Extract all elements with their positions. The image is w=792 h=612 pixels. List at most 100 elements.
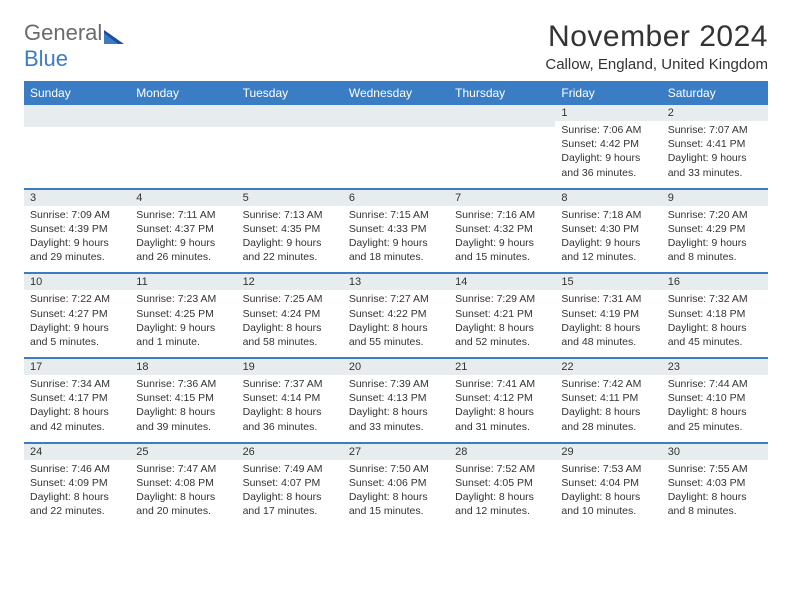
day-number: 6: [349, 192, 443, 204]
day-detail: Sunset: 4:06 PM: [349, 476, 443, 490]
day-detail: Sunset: 4:42 PM: [561, 137, 655, 151]
day-detail: Sunrise: 7:50 AM: [349, 462, 443, 476]
day-detail: Sunset: 4:07 PM: [243, 476, 337, 490]
day-num-band: 12: [237, 274, 343, 290]
day-detail: Sunset: 4:18 PM: [668, 307, 762, 321]
day-detail: and 42 minutes.: [30, 420, 124, 434]
day-num-band: 8: [555, 190, 661, 206]
day-num-band: 7: [449, 190, 555, 206]
day-cell: 8Sunrise: 7:18 AMSunset: 4:30 PMDaylight…: [555, 190, 661, 273]
day-detail: Sunset: 4:03 PM: [668, 476, 762, 490]
day-detail: and 31 minutes.: [455, 420, 549, 434]
day-cell: 26Sunrise: 7:49 AMSunset: 4:07 PMDayligh…: [237, 444, 343, 527]
day-detail: Daylight: 9 hours: [30, 321, 124, 335]
week-row: 3Sunrise: 7:09 AMSunset: 4:39 PMDaylight…: [24, 190, 768, 275]
day-detail: Sunset: 4:35 PM: [243, 222, 337, 236]
day-detail: Daylight: 9 hours: [561, 151, 655, 165]
day-number: 20: [349, 361, 443, 373]
day-number: 24: [30, 446, 124, 458]
day-cell: 27 Sunrise: 7:50 AMSunset: 4:06 PMDayligh…: [343, 444, 449, 527]
day-detail: and 17 minutes.: [243, 504, 337, 518]
day-detail: Sunset: 4:22 PM: [349, 307, 443, 321]
day-detail: Daylight: 8 hours: [243, 321, 337, 335]
day-detail: Sunrise: 7:52 AM: [455, 462, 549, 476]
day-num-band: 9: [662, 190, 768, 206]
day-detail: and 45 minutes.: [668, 335, 762, 349]
day-number: 2: [668, 107, 762, 119]
day-detail: Daylight: 8 hours: [349, 321, 443, 335]
day-detail: Daylight: 8 hours: [349, 405, 443, 419]
day-num-band: 2: [662, 105, 768, 121]
day-number: 13: [349, 276, 443, 288]
day-num-band: 15: [555, 274, 661, 290]
day-detail: Sunset: 4:17 PM: [30, 391, 124, 405]
day-detail: and 39 minutes.: [136, 420, 230, 434]
day-detail: Daylight: 8 hours: [561, 321, 655, 335]
day-num-band: 29: [555, 444, 661, 460]
day-cell: 11Sunrise: 7:23 AMSunset: 4:25 PMDayligh…: [130, 274, 236, 357]
day-cell: 5Sunrise: 7:13 AMSunset: 4:35 PMDaylight…: [237, 190, 343, 273]
day-cell: 9Sunrise: 7:20 AMSunset: 4:29 PMDaylight…: [662, 190, 768, 273]
day-num-band: 18: [130, 359, 236, 375]
day-cell: 25Sunrise: 7:47 AMSunset: 4:08 PMDayligh…: [130, 444, 236, 527]
day-detail: Sunset: 4:05 PM: [455, 476, 549, 490]
dow-cell: Tuesday: [237, 81, 343, 105]
week-row: 24Sunrise: 7:46 AMSunset: 4:09 PMDayligh…: [24, 444, 768, 527]
day-detail: Sunset: 4:24 PM: [243, 307, 337, 321]
day-number: 9: [668, 192, 762, 204]
day-cell: 18Sunrise: 7:36 AMSunset: 4:15 PMDayligh…: [130, 359, 236, 442]
day-number: 10: [30, 276, 124, 288]
logo-triangle-icon: [104, 28, 124, 44]
calendar-page: General Blue November 2024 Callow, Engla…: [0, 0, 792, 546]
day-detail: Daylight: 8 hours: [243, 405, 337, 419]
day-number: 18: [136, 361, 230, 373]
day-detail: Sunrise: 7:11 AM: [136, 208, 230, 222]
day-number: 26: [243, 446, 337, 458]
day-cell: [130, 105, 236, 188]
day-cell: 20Sunrise: 7:39 AMSunset: 4:13 PMDayligh…: [343, 359, 449, 442]
day-detail: and 8 minutes.: [668, 504, 762, 518]
day-detail: Sunrise: 7:32 AM: [668, 292, 762, 306]
day-cell: 16 Sunrise: 7:32 AMSunset: 4:18 PMDayligh…: [662, 274, 768, 357]
day-detail: Sunset: 4:12 PM: [455, 391, 549, 405]
dow-cell: Saturday: [662, 81, 768, 105]
day-detail: Sunset: 4:19 PM: [561, 307, 655, 321]
day-cell: 29Sunrise: 7:53 AMSunset: 4:04 PMDayligh…: [555, 444, 661, 527]
day-detail: and 28 minutes.: [561, 420, 655, 434]
day-detail: and 10 minutes.: [561, 504, 655, 518]
day-detail: Sunset: 4:04 PM: [561, 476, 655, 490]
day-num-band: 1: [555, 105, 661, 121]
day-detail: Sunset: 4:11 PM: [561, 391, 655, 405]
day-cell: 7Sunrise: 7:16 AMSunset: 4:32 PMDaylight…: [449, 190, 555, 273]
day-cell: 17Sunrise: 7:34 AMSunset: 4:17 PMDayligh…: [24, 359, 130, 442]
day-detail: and 33 minutes.: [668, 166, 762, 180]
day-number: 3: [30, 192, 124, 204]
day-cell: 23Sunrise: 7:44 AMSunset: 4:10 PMDayligh…: [662, 359, 768, 442]
day-num-band: 27: [343, 444, 449, 460]
day-num-band: 19: [237, 359, 343, 375]
dow-cell: Thursday: [449, 81, 555, 105]
day-num-band: 17: [24, 359, 130, 375]
day-detail: Daylight: 8 hours: [136, 405, 230, 419]
day-number: 12: [243, 276, 337, 288]
day-num-band: [237, 105, 343, 127]
day-number: 15: [561, 276, 655, 288]
day-detail: Sunrise: 7:44 AM: [668, 377, 762, 391]
day-detail: Daylight: 8 hours: [349, 490, 443, 504]
day-detail: Daylight: 8 hours: [668, 321, 762, 335]
day-number: 16: [668, 276, 762, 288]
day-detail: Sunrise: 7:27 AM: [349, 292, 443, 306]
day-number: 27: [349, 446, 443, 458]
day-detail: Sunrise: 7:46 AM: [30, 462, 124, 476]
day-cell: [343, 105, 449, 188]
day-detail: Daylight: 8 hours: [455, 490, 549, 504]
day-num-band: 30: [662, 444, 768, 460]
week-row: 10Sunrise: 7:22 AMSunset: 4:27 PMDayligh…: [24, 274, 768, 359]
day-detail: and 48 minutes.: [561, 335, 655, 349]
day-cell: 22Sunrise: 7:42 AMSunset: 4:11 PMDayligh…: [555, 359, 661, 442]
day-detail: Daylight: 9 hours: [30, 236, 124, 250]
month-title: November 2024: [545, 20, 768, 54]
day-cell: 4Sunrise: 7:11 AMSunset: 4:37 PMDaylight…: [130, 190, 236, 273]
day-num-band: 22: [555, 359, 661, 375]
day-detail: Sunrise: 7:16 AM: [455, 208, 549, 222]
